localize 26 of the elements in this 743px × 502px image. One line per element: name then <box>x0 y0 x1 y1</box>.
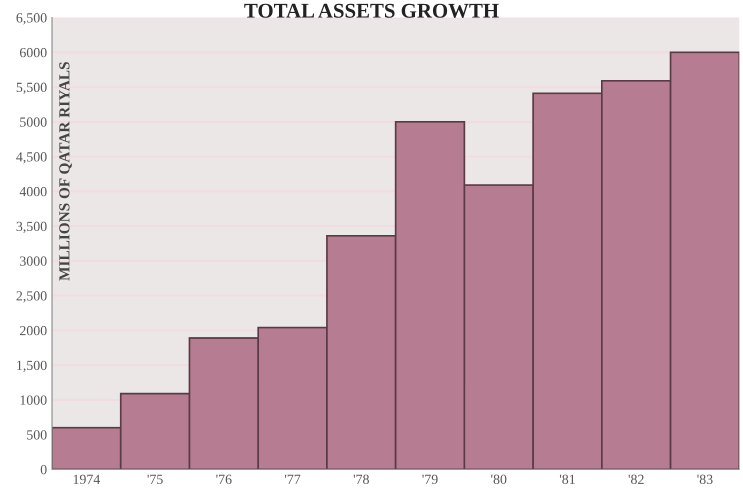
y-tick-label: 1000 <box>20 395 47 405</box>
chart-title: TOTAL ASSETS GROWTH <box>244 4 499 18</box>
y-tick-label: 3,500 <box>16 222 47 234</box>
y-axis-title: MILLIONS OF QATAR RIYALS <box>59 62 72 281</box>
x-tick-label: '83 <box>697 474 713 484</box>
y-tick-label: 3000 <box>20 256 47 266</box>
x-tick-label: '75 <box>147 474 163 484</box>
y-tick-label: 6000 <box>20 48 47 58</box>
x-tick-label: '76 <box>216 474 232 484</box>
x-tick-label: '79 <box>422 474 438 484</box>
x-tick-label: '77 <box>284 474 300 484</box>
y-tick-label: 6,500 <box>16 13 47 25</box>
y-tick-label: 2000 <box>20 326 47 336</box>
x-tick-label: '78 <box>354 474 369 484</box>
x-tick-label: '80 <box>491 474 506 484</box>
y-tick-label: 500 <box>27 430 47 440</box>
x-tick-label: 1974 <box>74 474 100 484</box>
y-tick-label: 5,500 <box>16 82 47 94</box>
x-tick-label: '82 <box>628 474 644 484</box>
y-tick-label: 4,500 <box>16 152 47 164</box>
y-tick-label: 0 <box>40 464 47 474</box>
x-tick-label: '81 <box>560 474 575 484</box>
y-tick-label: 5000 <box>20 117 47 127</box>
y-tick-label: 4000 <box>20 186 47 196</box>
y-tick-label: 2,500 <box>16 291 47 303</box>
y-tick-label: 1,500 <box>17 360 47 372</box>
